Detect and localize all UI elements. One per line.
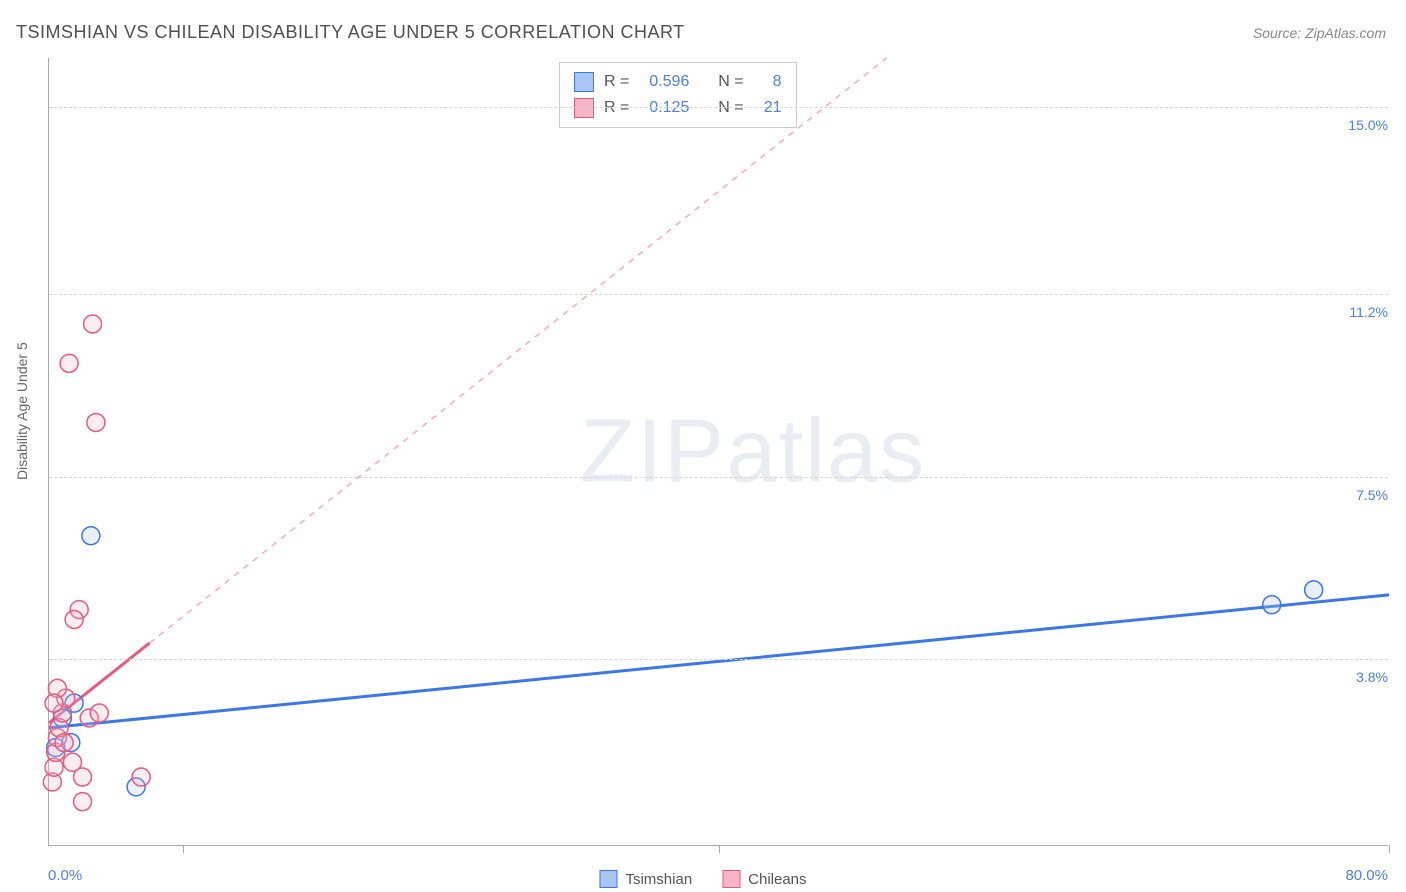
data-point: [84, 315, 102, 333]
plot-area: ZIPatlas R =0.596 N =8R =0.125 N =21 3.8…: [48, 58, 1388, 846]
x-tick: [183, 845, 184, 853]
stat-n-value: 8: [754, 69, 782, 95]
data-point: [65, 610, 83, 628]
gridline: [49, 107, 1388, 108]
x-tick: [1389, 845, 1390, 853]
y-tick-label: 15.0%: [1346, 117, 1390, 133]
data-point: [74, 768, 92, 786]
legend-swatch: [722, 870, 740, 888]
legend-swatch: [574, 72, 594, 92]
data-point: [1263, 596, 1281, 614]
gridline: [49, 477, 1388, 478]
gridline: [49, 659, 1388, 660]
data-point: [132, 768, 150, 786]
bottom-legend: Tsimshian Chileans: [599, 870, 806, 888]
stat-r-value: 0.596: [639, 69, 689, 95]
data-point: [1305, 581, 1323, 599]
stat-r-label: R =: [604, 69, 629, 95]
legend-label: Chileans: [748, 871, 806, 888]
trend-line-dashed: [150, 58, 887, 643]
y-tick-label: 11.2%: [1347, 304, 1390, 320]
y-tick-label: 3.8%: [1354, 669, 1390, 685]
data-point: [55, 734, 73, 752]
x-axis-min-label: 0.0%: [48, 867, 82, 884]
legend-item: Chileans: [722, 870, 806, 888]
trend-line: [49, 595, 1389, 728]
legend-swatch: [599, 870, 617, 888]
gridline: [49, 294, 1388, 295]
y-axis-label: Disability Age Under 5: [14, 342, 30, 480]
chart-title: TSIMSHIAN VS CHILEAN DISABILITY AGE UNDE…: [16, 22, 685, 43]
data-point: [74, 793, 92, 811]
stat-n-label: N =: [718, 69, 743, 95]
source-label: Source: ZipAtlas.com: [1253, 25, 1386, 41]
data-point: [87, 413, 105, 431]
y-tick-label: 7.5%: [1354, 487, 1390, 503]
data-point: [90, 704, 108, 722]
legend-label: Tsimshian: [625, 871, 692, 888]
data-point: [60, 354, 78, 372]
stats-row: R = 0.596 N = 8: [574, 69, 782, 95]
chart-svg: [49, 58, 1388, 845]
x-tick: [719, 845, 720, 853]
legend-item: Tsimshian: [599, 870, 692, 888]
data-point: [45, 694, 63, 712]
x-axis-max-label: 80.0%: [1345, 867, 1388, 884]
data-point: [82, 527, 100, 545]
stats-legend-box: R =0.596 N =8R =0.125 N =21: [559, 62, 797, 128]
